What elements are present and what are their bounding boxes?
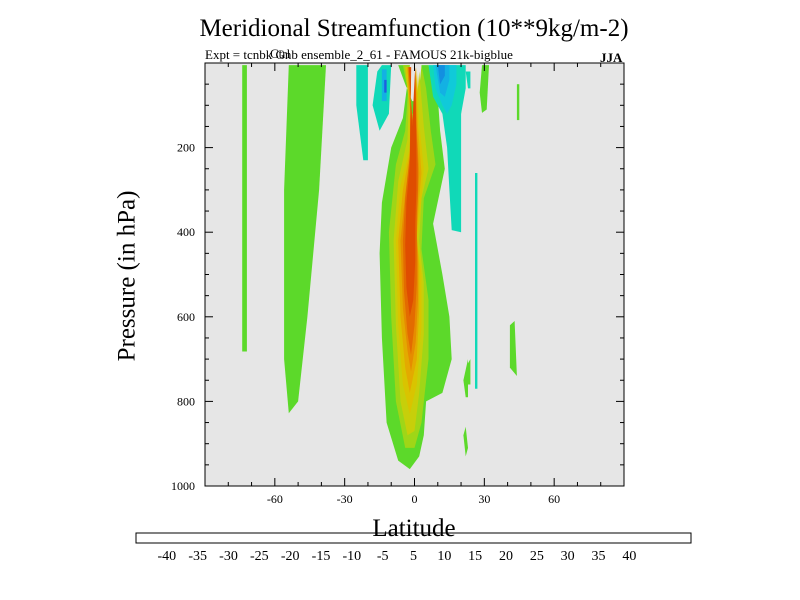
y-tick-label: 200: [177, 141, 195, 155]
contour-central-positive-40: [405, 67, 417, 317]
colorbar-frame: [135, 532, 692, 544]
contour-nh-positive-blob-b: [463, 426, 468, 457]
contour-negative-cell-left-outer: [356, 65, 368, 161]
contour-negative-nh-lower-streak: [475, 173, 478, 389]
colorbar-label: 25: [530, 549, 544, 564]
contour-nh-positive-streak-b: [479, 65, 489, 113]
colorbar-label: -20: [281, 549, 300, 564]
contour-negative-cell-right-20: [437, 65, 445, 85]
colorbar: -40 -35 -30 -25 -20 -15 -10 -5 5 10 15 20 25 30 35 40: [135, 532, 692, 564]
colorbar-label: 30: [561, 549, 575, 564]
x-axis-label: Latitude: [372, 515, 456, 542]
y-tick-label: 400: [177, 225, 195, 239]
y-tick-label: 600: [177, 310, 195, 324]
x-tick-label: -30: [337, 492, 353, 506]
colorbar-label: -5: [377, 549, 389, 564]
contour-negative-nh-streak: [465, 71, 471, 89]
contour-nh-positive-streak-c: [516, 84, 520, 121]
contour-nh-positive-blob-d: [468, 359, 471, 385]
colorbar-label: 10: [437, 549, 451, 564]
chart-title: Meridional Streamfunction (10**9kg/m-2): [199, 15, 629, 42]
x-tick-label: -60: [267, 492, 283, 506]
contour-nh-positive-blob-c: [509, 321, 517, 376]
colorbar-label: -40: [157, 549, 176, 564]
colorbar-label: 15: [468, 549, 482, 564]
colorbar-label: -25: [250, 549, 269, 564]
contour-nh-positive-blob-a: [463, 359, 468, 398]
colorbar-label: 40: [622, 549, 636, 564]
chart-subtitle: Expt = tcnbk Gnb ensemble_2_61 - FAMOUS …: [205, 47, 513, 62]
contour-negative-cell-left-darkest: [384, 79, 387, 93]
plot-area: [205, 63, 624, 486]
x-tick-label: 0: [412, 492, 418, 506]
colorbar-label: 20: [499, 549, 513, 564]
contour-sh-broad-positive-band: [284, 65, 326, 414]
x-tick-label: 30: [478, 492, 490, 506]
contour-negative-cell-right-outer: [428, 65, 466, 233]
axes: -60 -30 0 30 60 200 400 600 800 1000: [171, 62, 625, 506]
y-tick-label: 1000: [171, 479, 195, 493]
colorbar-label: -15: [312, 549, 331, 564]
colorbar-label: 5: [410, 549, 417, 564]
y-tick-label: 800: [177, 394, 195, 408]
colorbar-label: -35: [188, 549, 207, 564]
colorbar-label: 35: [592, 549, 606, 564]
colorbar-label: -10: [342, 549, 361, 564]
season-label: JJA: [600, 50, 623, 65]
x-tick-label: 60: [548, 492, 560, 506]
colorbar-label: -30: [219, 549, 238, 564]
chart-subtitle-overlap: Ctrl: [270, 46, 291, 61]
contour-left-thin-positive-strip: [242, 65, 247, 352]
